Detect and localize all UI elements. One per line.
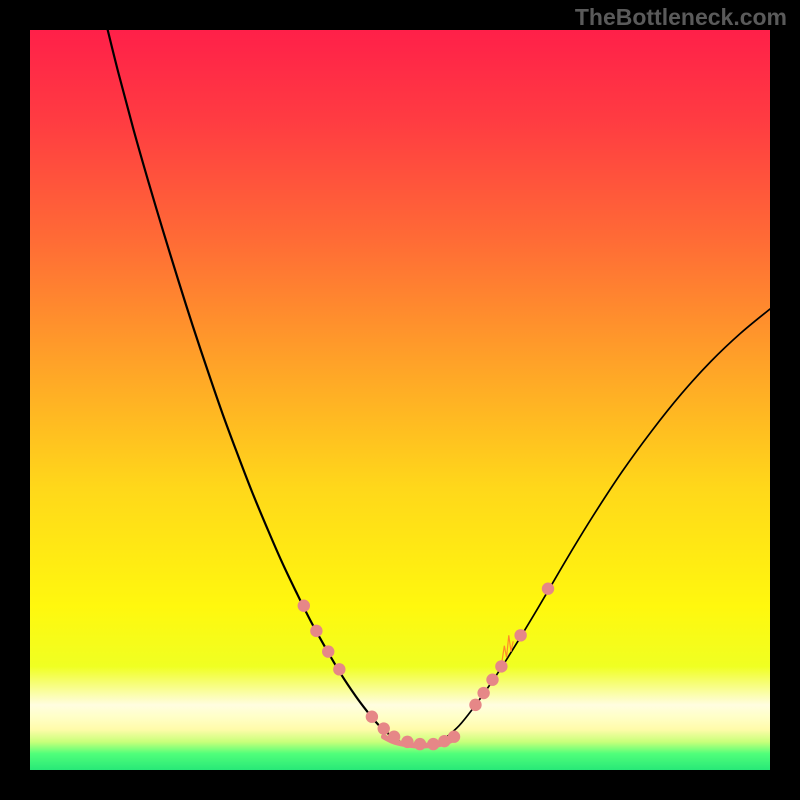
gradient-background [30,30,770,770]
data-point-marker [333,663,345,675]
data-point-marker [542,583,554,595]
watermark-text: TheBottleneck.com [575,4,787,31]
data-point-marker [477,687,489,699]
data-point-marker [427,738,439,750]
data-point-marker [378,722,390,734]
data-point-marker [514,629,526,641]
data-point-marker [298,600,310,612]
data-point-marker [495,660,507,672]
data-point-marker [486,674,498,686]
data-point-marker [322,645,334,657]
data-point-marker [414,738,426,750]
data-point-marker [401,736,413,748]
chart-canvas: TheBottleneck.com [0,0,800,800]
data-point-marker [310,625,322,637]
data-point-marker [388,731,400,743]
data-point-marker [448,731,460,743]
plot-area [30,30,770,770]
plot-svg [30,30,770,770]
data-point-marker [366,711,378,723]
data-point-marker [469,699,481,711]
